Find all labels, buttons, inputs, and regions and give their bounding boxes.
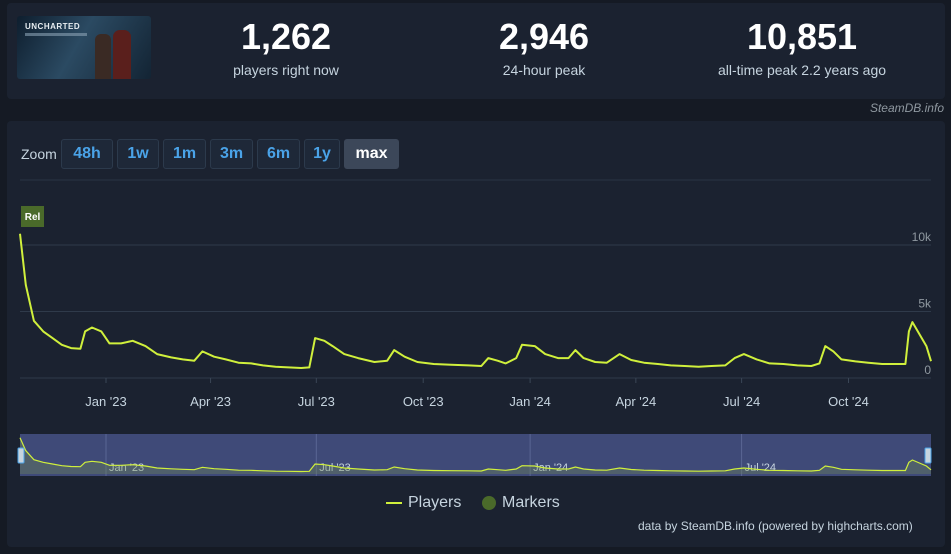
release-marker-label: Rel [25, 212, 41, 223]
zoom-max-button[interactable]: max [344, 139, 399, 169]
game-logo-text: UNCHARTED [25, 22, 81, 31]
x-tick-label: Jan '24 [509, 394, 551, 409]
stat-current-value: 1,262 [240, 16, 332, 57]
zoom-1m-button[interactable]: 1m [163, 139, 206, 169]
x-tick-label: Apr '24 [615, 394, 656, 409]
x-tick-label: Oct '24 [828, 394, 869, 409]
character-figure [113, 30, 131, 79]
legend-markers-label: Markers [502, 494, 560, 511]
stat-alltime-peak-value: 10,851 [746, 16, 858, 57]
release-marker-flag[interactable] [21, 206, 44, 227]
legend-line-swatch [386, 501, 402, 504]
y-gridlines [20, 244, 931, 379]
navigator-left-handle[interactable] [17, 447, 25, 464]
zoom-3m-button[interactable]: 3m [210, 139, 253, 169]
navigator-right-handle[interactable] [924, 447, 932, 464]
y-tick-label: 5k [918, 297, 932, 311]
navigator-series-line [19, 437, 932, 473]
stat-current-label: players right now [233, 62, 339, 78]
x-tick-labels: Jan '23 Apr '23 Jul '23 Oct '23 Jan '24 Apr '… [85, 378, 869, 409]
stat-alltime-peak-label: all-time peak 2.2 years ago [717, 62, 887, 78]
zoom-1y-button[interactable]: 1y [304, 139, 340, 169]
y-tick-labels: 0 5k 10k [912, 230, 932, 377]
zoom-label: Zoom [21, 146, 57, 162]
stat-24h-peak-value: 2,946 [498, 16, 590, 57]
legend-markers[interactable]: Markers [482, 494, 560, 512]
series-group [19, 233, 932, 369]
x-tick-label: Jan '23 [85, 394, 127, 409]
logo-subtitle-bar [25, 33, 87, 36]
stats-panel [7, 3, 945, 99]
players-series-line[interactable] [19, 233, 932, 369]
zoom-6m-button[interactable]: 6m [257, 139, 300, 169]
navigator-tick-label: Jul '24 [745, 462, 776, 474]
game-thumbnail[interactable]: UNCHARTED [17, 16, 151, 79]
stat-current: 1,262 players right now [216, 16, 356, 79]
stat-alltime-peak: 10,851 all-time peak 2.2 years ago [696, 16, 908, 79]
x-tick-label: Jul '24 [723, 394, 760, 409]
steamdb-link[interactable]: SteamDB.info [869, 101, 944, 115]
x-tick-label: Apr '23 [190, 394, 231, 409]
chart-credit[interactable]: data by SteamDB.info (powered by highcha… [638, 519, 913, 533]
x-tick-label: Oct '23 [403, 394, 444, 409]
character-figure [95, 34, 111, 79]
legend-players[interactable]: Players [386, 494, 461, 512]
navigator-series-area [20, 437, 931, 474]
stat-24h-peak-label: 24-hour peak [502, 62, 586, 78]
legend-marker-swatch [482, 495, 496, 510]
y-tick-label: 10k [912, 230, 932, 244]
zoom-48h-button[interactable]: 48h [61, 139, 113, 169]
legend-players-label: Players [408, 494, 462, 511]
y-tick-label: 0 [924, 363, 931, 377]
event-markers: Rel [21, 206, 44, 227]
zoom-1w-button[interactable]: 1w [117, 139, 159, 169]
stat-24h-peak: 2,946 24-hour peak [474, 16, 614, 79]
navigator: Jan '23 Jul '23 Jan '24 Jul '24 [19, 434, 932, 476]
x-tick-label: Jul '23 [298, 394, 335, 409]
